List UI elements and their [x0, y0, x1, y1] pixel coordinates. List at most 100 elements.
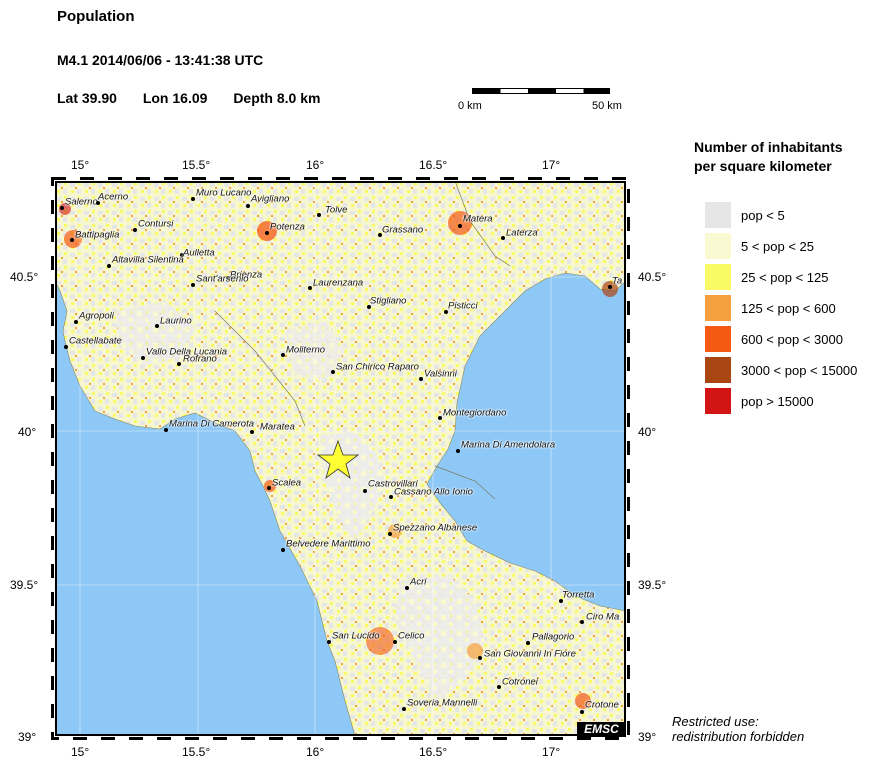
- legend-item: pop < 5: [705, 202, 785, 228]
- city-dot: [60, 206, 64, 210]
- city-dot: [226, 276, 230, 280]
- city-dot: [246, 204, 250, 208]
- city-label: Laurino: [160, 315, 192, 327]
- city-dot: [419, 377, 423, 381]
- city-label: Matera: [463, 213, 493, 225]
- city-label: Acerno: [98, 191, 129, 203]
- population-map[interactable]: [55, 181, 626, 736]
- city-dot: [580, 620, 584, 624]
- city-label: San Lucido: [332, 630, 380, 642]
- city-label: Ciro Ma: [586, 611, 620, 623]
- city-label: Contursi: [138, 218, 174, 230]
- lat-tick: 40°: [638, 425, 657, 439]
- city-dot: [164, 428, 168, 432]
- city-dot: [191, 283, 195, 287]
- city-label: Moliterno: [286, 344, 326, 356]
- city-label: Brienza: [230, 269, 263, 281]
- city-dot: [363, 489, 367, 493]
- city-dot: [327, 640, 331, 644]
- city-label: Scalea: [272, 477, 302, 489]
- city-label: Castellabate: [69, 335, 122, 347]
- city-label: Aulletta: [183, 247, 215, 259]
- city-label: Maratea: [260, 421, 295, 433]
- city-dot: [331, 370, 335, 374]
- legend-swatch: [705, 295, 731, 321]
- lat-tick: 40.5°: [10, 270, 39, 284]
- city-dot: [191, 197, 195, 201]
- city-label: Castrovillari: [368, 478, 418, 490]
- city-label: Ta: [612, 275, 623, 287]
- city-dot: [70, 238, 74, 242]
- city-label: Vallo Della Lucania: [146, 346, 227, 358]
- city-label: San Chirico Raparo: [336, 361, 419, 373]
- city-dot: [180, 253, 184, 257]
- city-dot: [133, 228, 137, 232]
- lat-value: Lat 39.90: [57, 90, 117, 106]
- city-dot: [559, 599, 563, 603]
- restricted-line2: redistribution forbidden: [672, 729, 805, 744]
- lon-tick: 17°: [542, 745, 561, 759]
- city-dot: [64, 345, 68, 349]
- legend-label: 25 < pop < 125: [741, 269, 829, 285]
- city-label: Salerno: [65, 196, 98, 208]
- city-dot: [141, 356, 145, 360]
- depth-value: Depth 8.0 km: [233, 90, 321, 106]
- city-label: Altavilla Silentina: [112, 254, 184, 266]
- legend-item: 125 < pop < 600: [705, 295, 836, 321]
- lat-tick: 39.5°: [638, 578, 667, 592]
- city-label: Crotone: [585, 699, 619, 711]
- city-dot: [389, 495, 393, 499]
- city-dot: [317, 213, 321, 217]
- legend-swatch: [705, 326, 731, 352]
- mountain-region-3: [115, 301, 195, 366]
- city-dot: [444, 310, 448, 314]
- city-dot: [308, 286, 312, 290]
- lon-tick: 16.5°: [419, 745, 448, 759]
- lon-tick: 15°: [71, 745, 90, 759]
- epicenter-star: [316, 439, 360, 480]
- city-label: Laurenzana: [313, 277, 364, 289]
- city-dot: [456, 449, 460, 453]
- city-label: Torretta: [562, 589, 595, 601]
- lat-tick: 39.5°: [10, 578, 39, 592]
- city-label: Montegiordano: [443, 407, 507, 419]
- city-label: Cotronei: [502, 676, 538, 688]
- legend-item: pop > 15000: [705, 388, 814, 414]
- city-dot: [265, 231, 269, 235]
- city-dot: [405, 586, 409, 590]
- graticule: [55, 181, 626, 736]
- legend-swatch: [705, 202, 731, 228]
- page-title: Population: [57, 8, 135, 25]
- city-dot: [580, 710, 584, 714]
- legend-label: 3000 < pop < 15000: [741, 362, 858, 378]
- city-dot: [501, 236, 505, 240]
- lon-tick: 17°: [542, 158, 561, 172]
- city-dot: [367, 305, 371, 309]
- legend-label: pop < 5: [741, 207, 785, 223]
- legend-label: 5 < pop < 25: [741, 238, 815, 254]
- city-label: Potenza: [270, 221, 305, 233]
- city-dot: [378, 233, 382, 237]
- restricted-line1: Restricted use:: [672, 714, 759, 729]
- city-label: Rofrano: [183, 353, 217, 365]
- legend-label: pop > 15000: [741, 393, 814, 409]
- legend-item: 25 < pop < 125: [705, 264, 828, 290]
- legend-label: 125 < pop < 600: [741, 300, 836, 316]
- lon-tick: 16°: [306, 745, 325, 759]
- city-dot: [250, 430, 254, 434]
- city-label: Spezzano Albanese: [393, 522, 478, 534]
- lon-tick: 15.5°: [182, 158, 211, 172]
- legend-item: 600 < pop < 3000: [705, 326, 843, 352]
- lat-tick: 40.5°: [638, 270, 667, 284]
- city-dot: [74, 320, 78, 324]
- scale-bar: [472, 88, 610, 94]
- mountain-region-2: [395, 576, 485, 701]
- city-label: Grassano: [382, 224, 424, 236]
- city-dot: [281, 548, 285, 552]
- city-label: Belvedere Marittimo: [286, 538, 371, 550]
- city-label: Battipaglia: [75, 229, 120, 241]
- event-info: M4.1 2014/06/06 - 13:41:38 UTC: [57, 52, 264, 68]
- city-label: Marina Di Camerota: [169, 418, 254, 430]
- city-label: Valsinni: [424, 368, 457, 380]
- city-label: Laterza: [506, 227, 538, 239]
